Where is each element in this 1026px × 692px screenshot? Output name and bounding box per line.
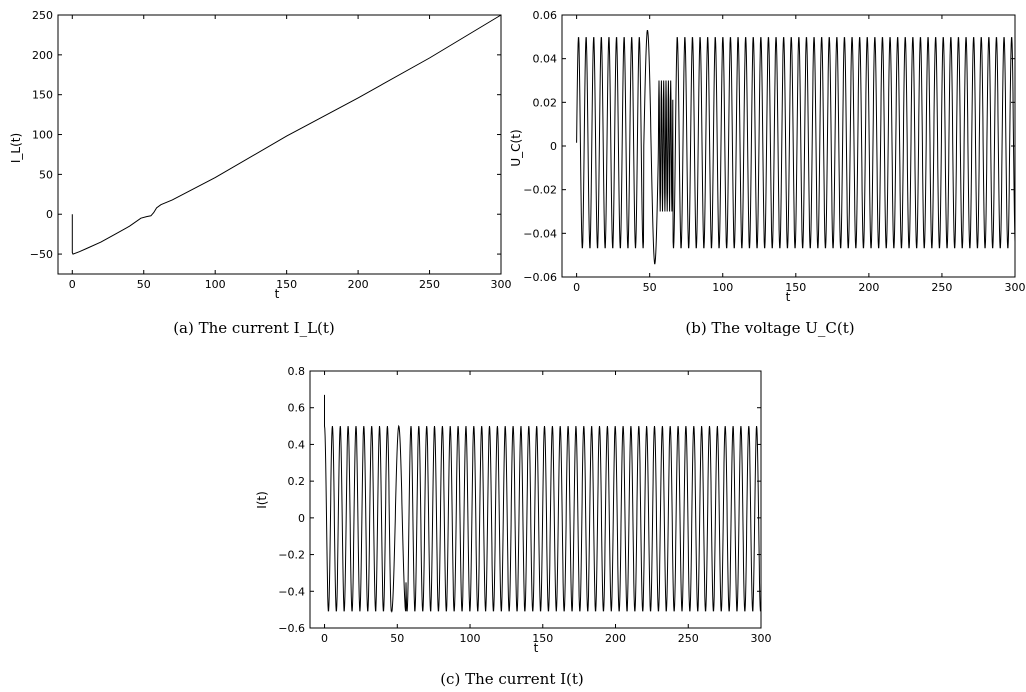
chart-c-caption: (c) The current I(t) <box>440 670 584 688</box>
chart-b-series-line <box>576 30 1016 265</box>
chart-c-ytick-label-7: 0.8 <box>288 365 306 378</box>
chart-c-xtick-label-1: 50 <box>390 632 404 645</box>
chart-c-xlabel: t <box>534 641 539 655</box>
chart-c-xtick-label-0: 0 <box>321 632 328 645</box>
chart-c-xtick-label-2: 100 <box>460 632 481 645</box>
chart-b-ytick-label-6: 0.06 <box>533 9 558 22</box>
chart-a-series-line <box>71 14 502 255</box>
chart-c-xtick-label-3: 150 <box>532 632 553 645</box>
chart-a-xtick-label-5: 250 <box>419 278 440 291</box>
chart-c-xtick-label-6: 300 <box>751 632 772 645</box>
chart-c-ytick-label-3: 0 <box>298 512 305 525</box>
chart-b-xtick-label-6: 300 <box>1005 281 1026 294</box>
chart-a-xtick-label-4: 200 <box>348 278 369 291</box>
chart-c-xtick-label-4: 200 <box>605 632 626 645</box>
chart-a-xlabel: t <box>275 287 280 301</box>
chart-c-ytick-label-5: 0.4 <box>288 438 306 451</box>
chart-b-ytick-label-5: 0.04 <box>533 53 558 66</box>
chart-b-xtick-label-5: 250 <box>931 281 952 294</box>
chart-a-ytick-label-2: 50 <box>39 168 53 181</box>
chart-a-xtick-label-2: 100 <box>205 278 226 291</box>
chart-b-xtick-label-3: 150 <box>785 281 806 294</box>
chart-b-xlabel: t <box>786 290 791 304</box>
chart-c-ylabel: I(t) <box>255 491 269 509</box>
chart-a-caption: (a) The current I_L(t) <box>173 319 335 337</box>
chart-a-ytick-label-3: 100 <box>32 129 53 142</box>
chart-b-xtick-label-1: 50 <box>643 281 657 294</box>
chart-b-ytick-label-0: −0.06 <box>523 271 557 284</box>
chart-b-xtick-label-4: 200 <box>858 281 879 294</box>
chart-a-ytick-label-4: 150 <box>32 89 53 102</box>
chart-c-ytick-label-1: −0.4 <box>278 585 305 598</box>
chart-a-ylabel: I_L(t) <box>9 133 23 163</box>
chart-b-caption: (b) The voltage U_C(t) <box>685 319 854 337</box>
chart-c-ytick-label-4: 0.2 <box>288 475 306 488</box>
chart-a-ytick-label-6: 250 <box>32 9 53 22</box>
chart-c-ytick-label-2: −0.2 <box>278 549 305 562</box>
chart-a-ytick-label-0: −50 <box>30 248 53 261</box>
chart-b-ytick-label-3: 0 <box>550 140 557 153</box>
chart-c-ticks: 0 50 100 150 200 250 300 −0.6 −0.4 −0.2 0 0.2 0.4 0.6… <box>278 365 771 645</box>
chart-b-ticks: 0 50 100 150 200 250 300 −0.06 −0.04 −0.02 0 0.02 0.… <box>523 9 1025 294</box>
chart-c-xtick-label-5: 250 <box>678 632 699 645</box>
chart-c-ytick-label-6: 0.6 <box>288 402 306 415</box>
chart-a-xtick-label-0: 0 <box>69 278 76 291</box>
chart-b-ytick-label-1: −0.04 <box>523 227 557 240</box>
chart-a-ytick-label-1: 0 <box>46 208 53 221</box>
chart-a-xtick-label-6: 300 <box>491 278 512 291</box>
chart-a-frame <box>57 14 502 275</box>
chart-a-xtick-label-3: 150 <box>276 278 297 291</box>
chart-b-ytick-label-2: −0.02 <box>523 184 557 197</box>
chart-a-ytick-label-5: 200 <box>32 49 53 62</box>
chart-b-xtick-label-2: 100 <box>712 281 733 294</box>
chart-b-xtick-label-0: 0 <box>573 281 580 294</box>
chart-a-xtick-label-1: 50 <box>137 278 151 291</box>
chart-b: 0 50 100 150 200 250 300 −0.06 −0.04 −0.02 0 0.02 0.… <box>509 9 1026 337</box>
chart-c: 0 50 100 150 200 250 300 −0.6 −0.4 −0.2 0 0.2 0.4 0.6… <box>255 365 772 688</box>
chart-a: 0 50 100 150 200 250 300 −50 0 50 100 150 200 250 t I… <box>9 9 512 337</box>
chart-c-frame <box>309 370 762 629</box>
chart-b-ytick-label-4: 0.02 <box>533 96 558 109</box>
chart-b-ylabel: U_C(t) <box>509 129 523 166</box>
chart-c-series-line <box>324 394 762 613</box>
chart-a-ticks: 0 50 100 150 200 250 300 −50 0 50 100 150 200 250 <box>30 9 512 291</box>
chart-c-ytick-label-0: −0.6 <box>278 622 305 635</box>
